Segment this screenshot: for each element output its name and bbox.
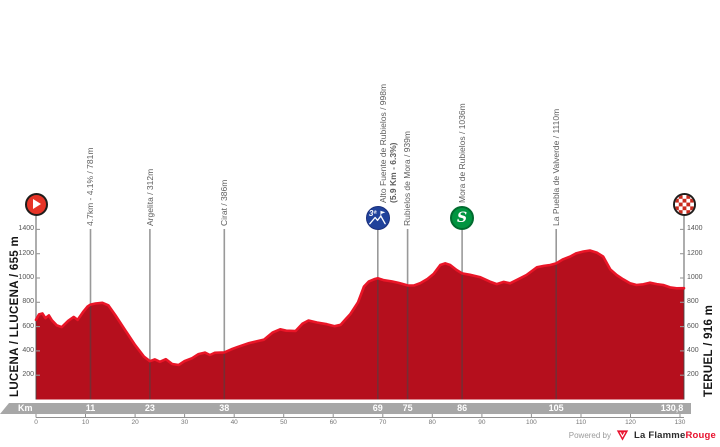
band-km-value: 23 — [144, 403, 155, 413]
start-location-label: LUCENA / LLUCENA / 655 m — [9, 236, 21, 397]
brand-label: La FlammeRouge — [634, 430, 716, 441]
finish-icon — [672, 192, 696, 216]
ruler-km-label: 0 — [34, 419, 38, 426]
waypoint-label: Argelita / 312m — [144, 168, 156, 226]
waypoint-label-text: Rubielos de Mora / 939m — [402, 131, 413, 226]
band-km-value: 86 — [457, 403, 468, 413]
waypoint-label: La Puebla de Valverde / 1110m — [551, 108, 562, 226]
finish-location-label: TERUEL / 916 m — [703, 304, 715, 397]
lfr-logo-icon — [616, 430, 629, 441]
waypoint-label-text: Alto Fuente de Rubielos / 998m — [377, 83, 388, 203]
category-3-climb-icon: 3ª — [365, 205, 390, 230]
start-play-glyph — [33, 199, 41, 209]
y-axis-label-right: 200 — [687, 371, 699, 379]
profile-area — [36, 250, 684, 400]
y-axis-label-right: 1400 — [687, 225, 703, 233]
ruler-km-label: 20 — [131, 419, 139, 426]
start-icon — [24, 192, 48, 216]
y-axis-label-right: 800 — [687, 298, 699, 306]
ruler-km-label: 10 — [81, 419, 90, 426]
ruler-km-label: 60 — [329, 419, 337, 426]
waypoint-label-text: Mora de Rubielos / 1036m — [456, 103, 467, 203]
waypoint-label-text: 4.7km - 4.1% / 781m — [85, 147, 96, 226]
y-axis-label-right: 400 — [687, 346, 699, 354]
brand-regular: La Flamme — [634, 430, 686, 441]
y-axis-label-right: 1000 — [687, 274, 703, 281]
ruler-km-label: 120 — [625, 419, 636, 426]
waypoint-label: 4.7km - 4.1% / 781m — [85, 147, 96, 226]
waypoint-label-text: Cirat / 386m — [219, 179, 230, 226]
km-band: Km 11 23 38 69 75 86 105 130,8 — [0, 403, 691, 414]
band-km-value: 75 — [402, 403, 413, 413]
band-km-value: 11 — [85, 403, 96, 413]
waypoint-label: Cirat / 386m — [219, 179, 230, 226]
waypoint-label: Rubielos de Mora / 939m — [402, 131, 413, 226]
km-unit-label: Km — [18, 403, 33, 413]
y-axis-label-left: 1000 — [18, 274, 34, 281]
band-km-value: 105 — [548, 403, 564, 413]
y-axis-label-right: 600 — [687, 322, 699, 330]
ruler-km-label: 80 — [428, 419, 436, 426]
footer: Powered by La FlammeRouge — [0, 429, 716, 442]
ruler-km-label: 100 — [525, 419, 537, 426]
ruler-km-label: 110 — [575, 419, 587, 426]
ruler-km-label: 130 — [674, 419, 686, 426]
sprint-icon: S — [450, 205, 475, 230]
band-km-value: 130,8 — [660, 403, 684, 413]
y-axis-label-left: 200 — [22, 371, 34, 379]
y-axis-label-left: 400 — [22, 346, 34, 354]
band-km-value: 38 — [219, 403, 230, 413]
powered-by-label: Powered by — [568, 431, 611, 440]
y-axis-label-left: 800 — [22, 298, 34, 306]
waypoint-label-text: La Puebla de Valverde / 1110m — [551, 108, 561, 226]
y-axis-label-left: 1400 — [18, 225, 34, 233]
ruler-km-label: 70 — [379, 419, 387, 426]
ruler-km-label: 90 — [478, 419, 486, 426]
ruler-km-label: 50 — [280, 419, 288, 426]
y-axis-label-left: 1200 — [18, 249, 34, 257]
brand-accent: Rouge — [685, 430, 716, 441]
ruler-km-label: 30 — [180, 419, 189, 426]
waypoint-climb-stats: (5.9 Km - 6.3%) — [387, 142, 398, 203]
waypoint-label-text: Argelita / 312m — [144, 168, 155, 226]
y-axis-label-right: 1200 — [687, 249, 703, 257]
waypoint-label: Alto Fuente de Rubielos / 998m (5.9 Km - … — [377, 83, 398, 203]
band-km-value: 69 — [372, 403, 383, 413]
finish-checker-pattern — [674, 194, 694, 214]
profile-line — [34, 249, 686, 367]
waypoint-label: Mora de Rubielos / 1036m — [456, 103, 468, 203]
mountain-glyph: 3ª — [369, 209, 387, 225]
y-axis-label-left: 600 — [22, 322, 34, 330]
ruler-km-label: 40 — [230, 419, 238, 426]
svg-text:3ª: 3ª — [369, 209, 378, 218]
